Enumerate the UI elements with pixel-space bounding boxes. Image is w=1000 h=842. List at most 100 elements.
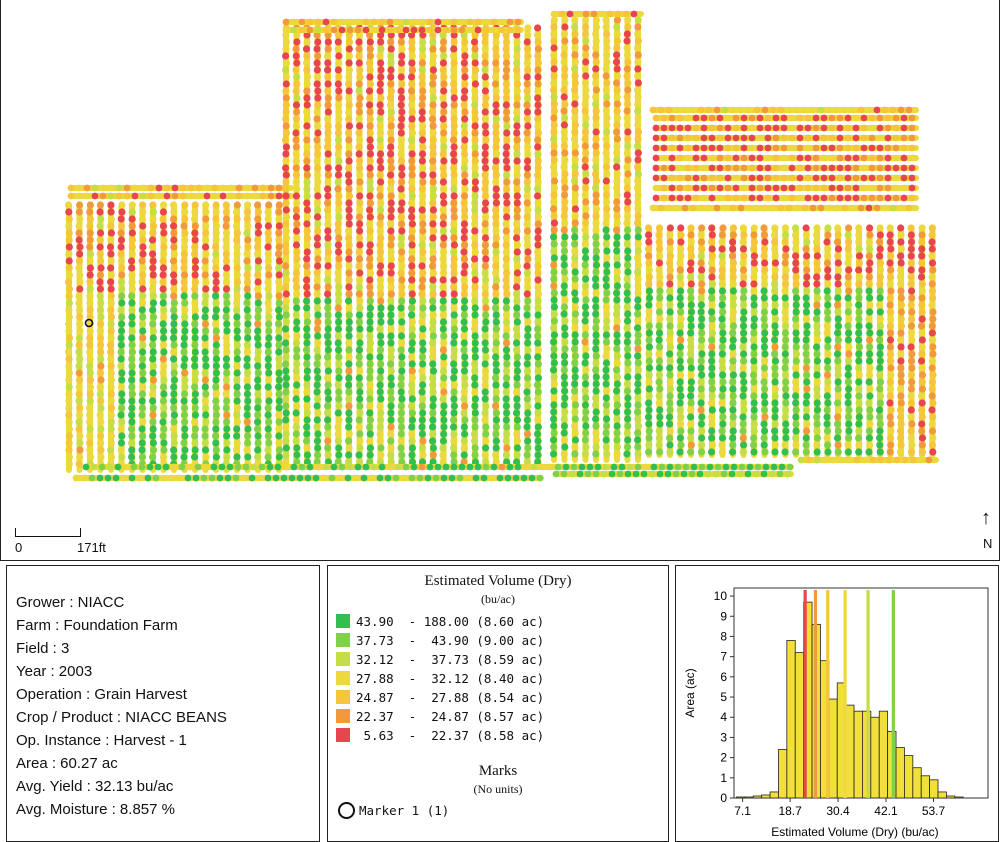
yield-point [655,399,663,407]
yield-point [592,65,600,73]
yield-point [865,245,874,253]
legend-item[interactable]: 24.87 - 27.88 (8.54 ac) [336,688,544,706]
yield-point [195,192,203,200]
yield-point [418,367,426,375]
yield-point [792,329,800,337]
yield-point [303,150,311,158]
yield-point [682,463,690,471]
yield-point [259,192,267,200]
marker-item[interactable]: Marker 1 (1) [338,802,449,819]
yield-point [191,418,199,426]
yield-point [865,350,874,358]
yield-point [97,404,105,412]
yield-point [748,134,756,142]
legend-item[interactable]: 37.73 - 43.90 (9.00 ac) [336,631,544,649]
yield-point [560,107,568,115]
yield-point [118,390,126,398]
yield-point [264,215,272,223]
yield-point [366,409,374,417]
yield-point [907,448,916,456]
yield-point [582,58,590,66]
yield-point [424,474,432,482]
yield-point [634,289,642,297]
yield-point [602,338,611,346]
yield-point [481,451,489,459]
yield-point [502,143,511,151]
yield-point [634,100,642,108]
yield-point [86,397,94,405]
yield-point [362,26,370,34]
yield-point [802,399,810,407]
legend-item[interactable]: 5.63 - 22.37 (8.58 ac) [336,726,544,744]
yield-point [397,269,405,277]
yield-point [824,343,832,351]
yield-point [418,416,426,424]
yield-point [897,357,905,365]
yield-point [623,429,631,437]
yield-point [418,276,427,284]
yield-point [813,224,821,232]
legend-swatch [336,652,350,666]
yield-point [571,303,579,311]
yield-point [716,174,724,182]
legend-item[interactable]: 32.12 - 37.73 (8.59 ac) [336,650,544,668]
yield-point [366,157,374,165]
yield-point [429,269,437,277]
yield-point [313,136,321,144]
yield-point [76,439,84,447]
yield-point [292,206,301,214]
yield-point [598,10,606,18]
yield-point [65,285,74,293]
yield-point [571,65,579,73]
field-map-canvas[interactable] [1,0,999,500]
yield-point [481,59,489,67]
yield-point [344,437,353,445]
yield-point [202,292,210,300]
yield-map[interactable]: 0 171ft ↑ N [0,0,1000,561]
yield-point [419,325,427,333]
yield-point [796,154,804,162]
yield-point [212,334,221,342]
yield-point [275,453,283,461]
yield-point [554,463,562,471]
yield-point [718,231,727,239]
yield-point [592,93,600,101]
yield-point [303,178,311,186]
legend-item[interactable]: 22.37 - 24.87 (8.57 ac) [336,707,544,725]
yield-point [418,213,427,221]
yield-point [824,364,832,372]
yield-point [534,122,542,130]
yield-point [602,86,610,94]
yield-point [450,80,458,88]
yield-point [560,436,569,444]
yield-point [398,164,406,172]
yield-point [313,437,322,445]
yield-point [503,458,511,466]
farm-text: Farm : Foundation Farm [16,617,178,634]
yield-point [439,304,447,312]
yield-point [581,226,589,234]
yield-point [461,38,469,46]
yield-point [324,227,332,235]
yield-point [844,322,852,330]
yield-point [844,184,852,192]
yield-point [324,206,332,214]
yield-point [314,94,322,102]
yield-point [302,45,311,53]
yield-point [303,276,311,284]
yield-point [729,308,737,316]
yield-point [728,238,737,246]
yield-point [149,292,158,300]
legend-item[interactable]: 43.90 - 188.00 (8.60 ac) [336,612,544,630]
yield-point [191,278,199,286]
yield-point [708,124,716,132]
yield-point [928,378,937,386]
legend-item[interactable]: 27.88 - 32.12 (8.40 ac) [336,669,544,687]
yield-point [460,143,468,151]
yield-point [419,409,427,417]
yield-point [648,470,656,478]
yield-point [740,164,748,172]
yield-point [804,124,812,132]
legend-swatch [336,709,350,723]
yield-point [523,374,532,382]
